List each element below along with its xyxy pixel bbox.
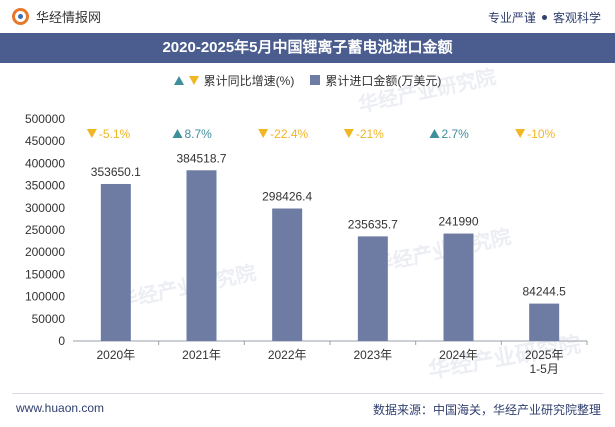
watermark-text: 华经产业研究院 <box>371 224 513 277</box>
bar-value-label: 84244.5 <box>522 285 566 299</box>
y-tick-label: 0 <box>58 334 65 348</box>
x-tick-label: 2022年 <box>268 348 307 362</box>
bar-value-label: 235635.7 <box>348 217 398 231</box>
y-tick-label: 300000 <box>25 201 65 215</box>
growth-down-icon <box>343 129 354 138</box>
top-bar: 华经情报网 专业严谨 客观科学 <box>0 0 615 33</box>
y-tick-label: 250000 <box>25 223 65 237</box>
chart-legend: 累计同比增速(%) 累计进口金额(万美元) <box>0 71 615 89</box>
logo-icon <box>12 8 29 25</box>
x-tick-label: 1-5月 <box>529 362 558 376</box>
slogan: 专业严谨 客观科学 <box>488 9 601 26</box>
bar <box>443 233 474 341</box>
growth-up-icon <box>172 129 183 138</box>
y-tick-label: 50000 <box>32 312 66 326</box>
y-tick-label: 500000 <box>25 112 65 126</box>
bar <box>357 236 388 341</box>
title-band: 2020-2025年5月中国锂离子蓄电池进口金额 <box>0 33 615 63</box>
y-tick-label: 400000 <box>25 156 65 170</box>
y-tick-label: 350000 <box>25 179 65 193</box>
triangle-down-icon <box>188 75 199 85</box>
y-tick-label: 150000 <box>25 267 65 281</box>
bar <box>100 183 131 341</box>
bar <box>529 303 560 341</box>
brand-logo[interactable]: 华经情报网 <box>12 7 101 26</box>
bar <box>272 208 303 341</box>
triangle-up-icon <box>173 75 184 85</box>
footer-source: 数据来源：中国海关，华经产业研究院整理 <box>372 403 601 417</box>
bar-value-label: 298426.4 <box>262 189 312 203</box>
footer: www.huaon.com 数据来源：中国海关，华经产业研究院整理 <box>0 393 615 427</box>
y-tick-label: 450000 <box>25 134 65 148</box>
x-tick-label: 2025年 <box>525 348 564 362</box>
growth-rate-label: -5.1% <box>99 127 131 141</box>
chart-title: 2020-2025年5月中国锂离子蓄电池进口金额 <box>162 39 453 56</box>
x-tick-label: 2020年 <box>96 348 135 362</box>
y-tick-label: 200000 <box>25 245 65 259</box>
footer-divider <box>12 393 603 394</box>
growth-rate-label: 2.7% <box>442 127 470 141</box>
footer-url[interactable]: www.huaon.com <box>16 401 105 415</box>
x-tick-label: 2024年 <box>439 348 478 362</box>
growth-rate-label: -21% <box>356 127 384 141</box>
bar <box>186 170 217 341</box>
legend-item-growth[interactable]: 累计同比增速(%) <box>173 72 295 89</box>
y-tick-label: 100000 <box>25 290 65 304</box>
legend-label-growth: 累计同比增速(%) <box>203 73 295 88</box>
legend-label-import: 累计进口金额(万美元) <box>325 73 442 88</box>
x-tick-label: 2023年 <box>353 348 392 362</box>
slogan-left: 专业严谨 <box>487 11 536 25</box>
growth-rate-label: -10% <box>527 127 555 141</box>
bar-value-label: 353650.1 <box>91 165 141 179</box>
growth-down-icon <box>86 129 97 138</box>
legend-swatch <box>310 75 321 85</box>
growth-rate-label: -22.4% <box>270 127 308 141</box>
legend-item-import[interactable]: 累计进口金额(万美元) <box>310 72 441 89</box>
slogan-right: 客观科学 <box>552 11 601 25</box>
growth-down-icon <box>258 129 269 138</box>
growth-down-icon <box>515 129 526 138</box>
brand-name: 华经情报网 <box>36 10 102 25</box>
growth-rate-label: 8.7% <box>185 127 213 141</box>
growth-up-icon <box>429 129 440 138</box>
x-tick-label: 2021年 <box>182 348 221 362</box>
bar-value-label: 241990 <box>438 215 478 229</box>
slogan-dot-icon <box>541 15 547 20</box>
bar-value-label: 384518.7 <box>176 151 226 165</box>
